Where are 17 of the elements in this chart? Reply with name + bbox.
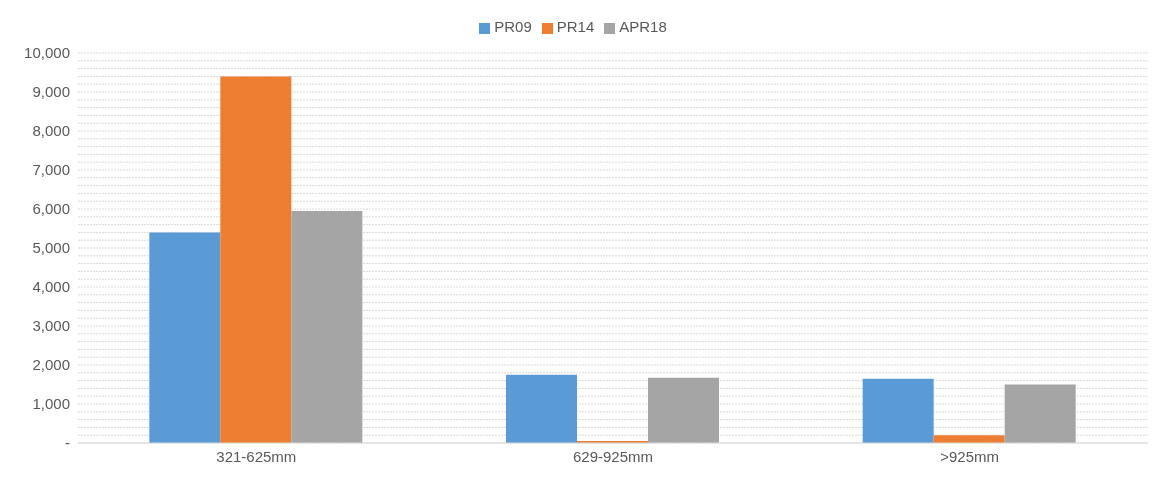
y-tick-label: 10,000 bbox=[24, 44, 70, 62]
y-tick-label: 7,000 bbox=[32, 161, 70, 179]
y-tick-label: 5,000 bbox=[32, 239, 70, 257]
y-tick-label: 2,000 bbox=[32, 356, 70, 374]
x-tick-label: 321-625mm bbox=[216, 447, 297, 465]
y-tick-label: 9,000 bbox=[32, 83, 70, 101]
x-tick-label: >925mm bbox=[940, 447, 1000, 465]
text: 1,000 bbox=[32, 395, 70, 413]
y-tick-label: 6,000 bbox=[32, 200, 70, 218]
y-tick-label: 3,000 bbox=[32, 317, 70, 335]
legend-label: APR18 bbox=[619, 18, 667, 35]
y-tick-label: 4,000 bbox=[32, 278, 70, 296]
x-tick-label: 629-925mm bbox=[572, 447, 654, 465]
y-tick-label: - bbox=[65, 434, 70, 452]
legend-label: PR14 bbox=[556, 18, 595, 35]
legend-label: PR09 bbox=[494, 18, 532, 35]
y-tick-label: 8,000 bbox=[32, 122, 70, 140]
